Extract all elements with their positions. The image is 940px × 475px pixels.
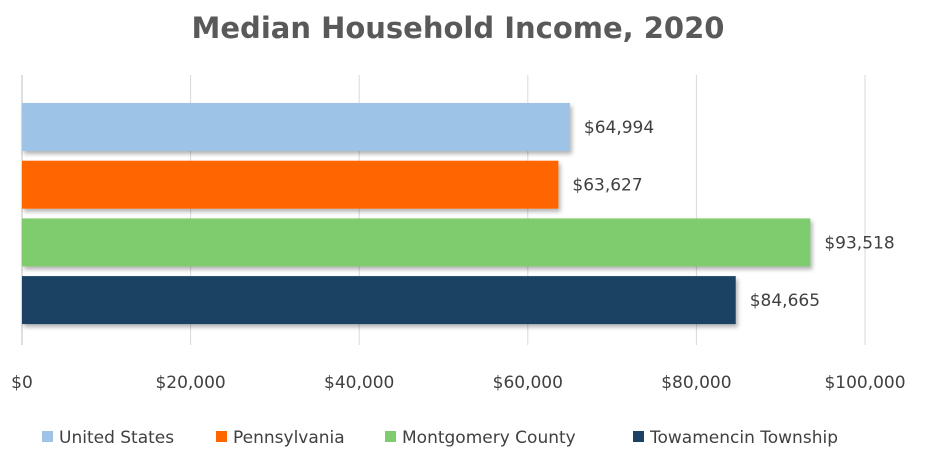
- legend-label: Pennsylvania: [233, 428, 345, 448]
- bar: [22, 276, 736, 325]
- legend-label: Montgomery County: [402, 428, 576, 448]
- x-tick-label: $0: [11, 373, 33, 393]
- value-label: $64,994: [584, 118, 654, 138]
- bar: [22, 160, 559, 209]
- value-label: $93,518: [824, 233, 894, 253]
- bar: [22, 103, 570, 151]
- x-tick-label: $40,000: [324, 373, 394, 393]
- legend-label: United States: [59, 428, 174, 448]
- x-tick-label: $100,000: [824, 373, 905, 393]
- x-tick-label: $20,000: [155, 373, 225, 393]
- legend-swatch: [216, 431, 227, 442]
- legend-swatch: [633, 431, 644, 442]
- bar: [22, 218, 811, 267]
- value-label: $84,665: [750, 291, 820, 311]
- x-tick-label: $60,000: [493, 373, 563, 393]
- legend-swatch: [42, 431, 53, 442]
- legend-swatch: [385, 431, 396, 442]
- legend-label: Towamencin Township: [649, 428, 838, 448]
- x-tick-label: $80,000: [661, 373, 731, 393]
- value-label: $63,627: [572, 176, 642, 196]
- chart-title: Median Household Income, 2020: [192, 11, 725, 45]
